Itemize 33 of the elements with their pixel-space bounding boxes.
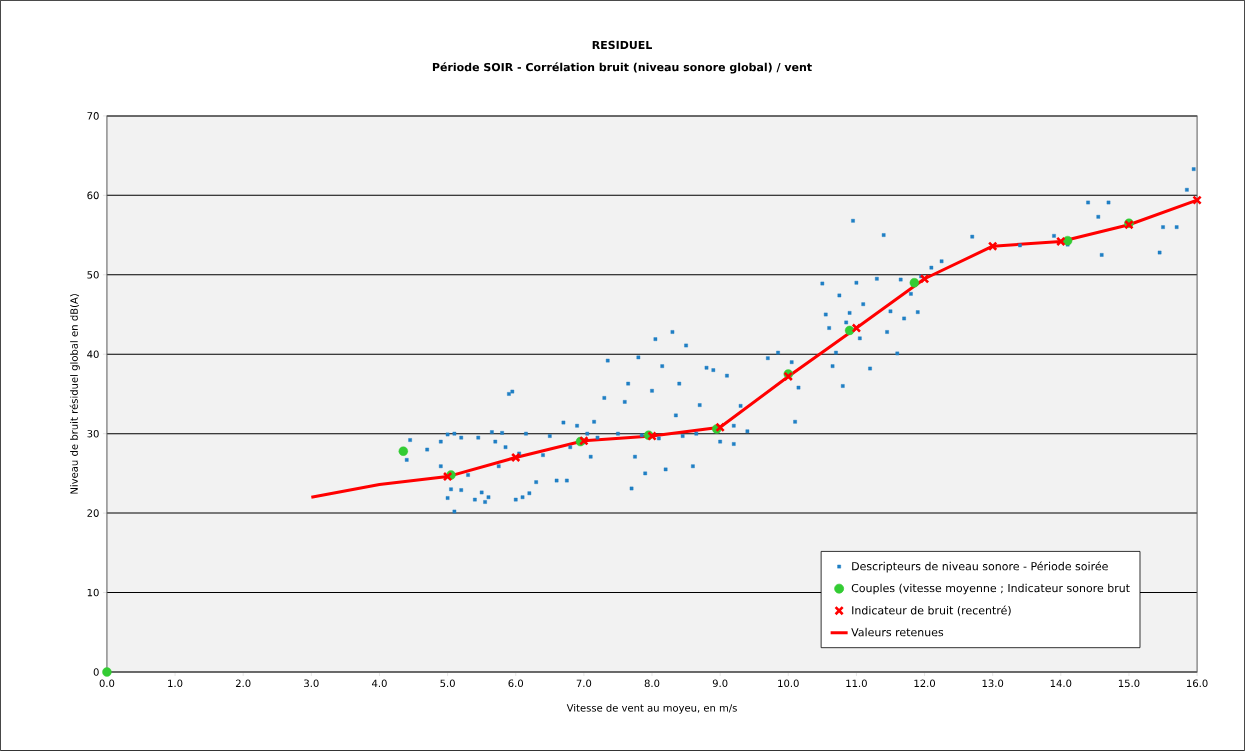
x-tick-label: 15.0 xyxy=(1118,679,1140,688)
x-tick-label: 10.0 xyxy=(778,679,799,688)
legend-label: Indicateur de bruit (recentré) xyxy=(852,605,1011,616)
x-tick-label: 3.0 xyxy=(304,679,319,688)
x-tick-label: 2.0 xyxy=(235,679,251,688)
y-tick-label: 20 xyxy=(87,509,99,517)
y-tick-label: 50 xyxy=(87,271,99,279)
y-tick-label: 60 xyxy=(87,191,99,200)
legend-label: Valeurs retenues xyxy=(851,627,944,637)
x-tick-label: 6.0 xyxy=(508,679,524,688)
x-tick-label: 12.0 xyxy=(914,679,936,688)
legend-label: Couples (vitesse moyenne ; Indicateur sonore brut xyxy=(851,583,1130,595)
x-tick-label: 7.0 xyxy=(576,679,592,688)
y-tick-label: 40 xyxy=(87,350,99,359)
y-tick-label: 30 xyxy=(87,429,99,438)
x-tick-label: 8.0 xyxy=(644,679,660,688)
y-tick-label: 70 xyxy=(87,112,99,120)
x-tick-label: 0.0 xyxy=(99,679,115,688)
x-tick-label: 1.0 xyxy=(168,679,183,688)
x-tick-label: 11.0 xyxy=(846,679,867,688)
x-tick-label: 16.0 xyxy=(1187,679,1208,688)
x-tick-label: 13.0 xyxy=(982,679,1004,688)
x-tick-label: 9.0 xyxy=(712,679,728,688)
chart-title: RESIDUEL xyxy=(592,40,652,50)
y-tick-label: 10 xyxy=(87,588,99,597)
y-axis-title: Niveau de bruit résiduel global en dB(A) xyxy=(69,294,80,494)
x-axis-title: Vitesse de vent au moyeu, en m/s xyxy=(566,704,737,714)
x-tick-label: 5.0 xyxy=(440,679,455,688)
chart-subtitle: Période SOIR - Corrélation bruit (niveau sonore global) / vent xyxy=(432,62,812,74)
legend-label: Descripteurs de niveau sonore - Période soirée xyxy=(852,561,1108,573)
x-tick-label: 14.0 xyxy=(1050,679,1072,688)
x-tick-label: 4.0 xyxy=(372,679,387,688)
y-tick-label: 0 xyxy=(93,668,99,676)
